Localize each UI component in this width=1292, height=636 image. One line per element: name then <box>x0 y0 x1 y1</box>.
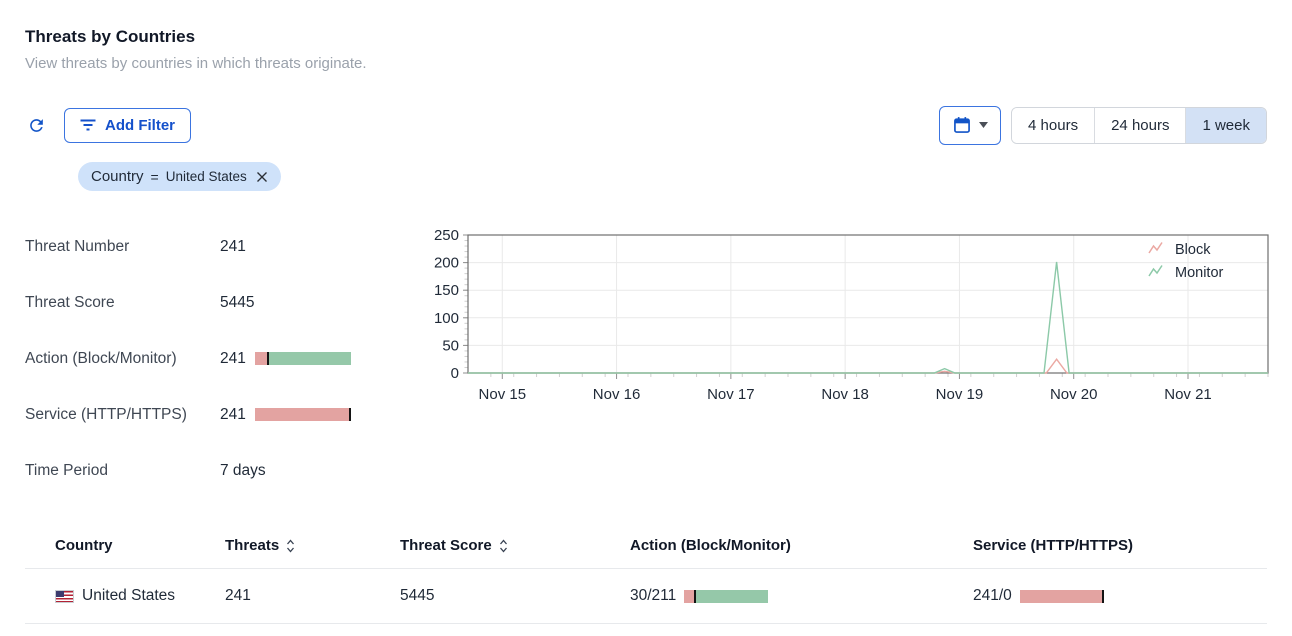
remove-filter-icon[interactable] <box>256 171 268 183</box>
svg-text:250: 250 <box>434 229 459 244</box>
stat-value: 7 days <box>220 461 266 479</box>
legend-line-icon <box>1148 242 1163 254</box>
page-subtitle: View threats by countries in which threa… <box>25 55 367 72</box>
svg-text:Nov 15: Nov 15 <box>479 386 527 403</box>
column-header-label: Country <box>55 537 113 554</box>
stats-panel: Threat Number 241 Threat Score 5445 Action (… <box>25 229 425 511</box>
chevron-down-icon <box>979 122 989 128</box>
column-header-label: Service (HTTP/HTTPS) <box>973 537 1134 554</box>
toolbar-left: Add Filter <box>25 107 191 143</box>
stat-threat-score: Threat Score 5445 <box>25 287 425 318</box>
ratio-bar <box>1019 589 1104 603</box>
date-picker-button[interactable] <box>939 105 1002 145</box>
refresh-icon <box>30 118 43 132</box>
chart-legend: Block Monitor <box>1148 242 1224 281</box>
page-title: Threats by Countries <box>25 27 196 46</box>
action-ratio-text: 30/211 <box>630 587 677 604</box>
filter-chip-operator: = <box>150 168 159 185</box>
toolbar-right: 4 hours 24 hours 1 week <box>939 105 1267 145</box>
threats-value: 241 <box>225 587 251 604</box>
chart-gridlines <box>468 235 1268 373</box>
column-header-label: Action (Block/Monitor) <box>630 537 791 554</box>
svg-text:Nov 20: Nov 20 <box>1050 386 1098 403</box>
time-range-button-1-week[interactable]: 1 week <box>1185 107 1266 143</box>
cell-threat-score: 5445 <box>400 569 630 623</box>
column-header-label: Threats <box>225 537 280 554</box>
stat-label: Time Period <box>25 461 108 479</box>
stat-label: Threat Score <box>25 293 115 311</box>
svg-text:Nov 17: Nov 17 <box>707 386 755 403</box>
chart-axis-labels: 0 50 100 150 200 250 Nov 15 Nov 16 Nov 17 Nov 18 N… <box>434 227 1212 403</box>
united-states-flag-icon <box>55 589 74 603</box>
ratio-bar <box>254 352 351 365</box>
svg-text:Nov 21: Nov 21 <box>1164 386 1212 403</box>
column-header-service-http-https: Service (HTTP/HTTPS) <box>973 523 1267 568</box>
svg-text:150: 150 <box>434 282 459 299</box>
column-header-threat-score[interactable]: Threat Score <box>400 523 630 568</box>
column-header-label: Threat Score <box>400 537 492 554</box>
sort-icon[interactable] <box>499 539 508 553</box>
stat-time-period: Time Period 7 days <box>25 455 425 486</box>
column-header-country: Country <box>55 523 225 568</box>
stat-label: Action (Block/Monitor) <box>25 349 177 367</box>
filter-chip-field: Country <box>91 168 144 185</box>
threats-table: Country Threats Threat Score Action (Block/… <box>25 523 1267 624</box>
add-filter-button[interactable]: Add Filter <box>64 107 191 143</box>
stat-service-http-https: Service (HTTP/HTTPS) 241 <box>25 399 425 430</box>
legend-line-icon <box>1148 265 1163 277</box>
service-ratio-text: 241/0 <box>973 587 1012 604</box>
sort-icon[interactable] <box>286 539 295 553</box>
table-row-united-states: United States 241 5445 30/211 241/0 <box>25 569 1267 624</box>
time-range-button-24-hours[interactable]: 24 hours <box>1094 107 1186 143</box>
stat-label: Threat Number <box>25 237 130 255</box>
summary-and-chart: Threat Number 241 Threat Score 5445 Action (… <box>25 227 1269 511</box>
refresh-button[interactable] <box>25 114 48 137</box>
stat-action-block-monitor: Action (Block/Monitor) 241 <box>25 343 425 374</box>
table-header-row: Country Threats Threat Score Action (Block/… <box>25 523 1267 569</box>
add-filter-label: Add Filter <box>105 116 175 134</box>
svg-text:Nov 16: Nov 16 <box>593 386 641 403</box>
cell-threats: 241 <box>225 569 400 623</box>
stat-value: 241 <box>220 237 246 255</box>
series-block <box>468 358 1268 374</box>
svg-text:50: 50 <box>442 337 459 354</box>
toolbar: Add Filter 4 hours 24 hours 1 week <box>25 105 1267 145</box>
country-name: United States <box>82 587 176 604</box>
ratio-bar <box>254 408 351 421</box>
filter-chip-country[interactable]: Country = United States <box>78 162 281 191</box>
chart-series <box>468 261 1268 374</box>
filter-chip-value: United States <box>165 169 247 184</box>
stat-value: 241 <box>220 405 246 423</box>
column-header-action-block-monitor: Action (Block/Monitor) <box>630 523 973 568</box>
cell-action: 30/211 <box>630 569 973 623</box>
column-header-threats[interactable]: Threats <box>225 523 400 568</box>
cell-country: United States <box>55 569 225 623</box>
stat-value: 241 <box>220 349 246 367</box>
time-range-group: 4 hours 24 hours 1 week <box>1011 106 1267 144</box>
svg-text:0: 0 <box>451 365 459 382</box>
legend-label-block: Block <box>1175 242 1211 258</box>
svg-text:Nov 19: Nov 19 <box>936 386 984 403</box>
legend-label-monitor: Monitor <box>1175 265 1224 281</box>
threat-score-value: 5445 <box>400 587 435 604</box>
active-filters-row: Country = United States <box>78 162 1267 193</box>
stat-value: 5445 <box>220 293 255 311</box>
svg-text:200: 200 <box>434 255 459 272</box>
cell-service: 241/0 <box>973 569 1267 623</box>
svg-text:Nov 18: Nov 18 <box>821 386 869 403</box>
series-monitor <box>468 261 1268 374</box>
stat-label: Service (HTTP/HTTPS) <box>25 405 187 423</box>
svg-text:100: 100 <box>434 310 459 327</box>
time-range-button-4-hours[interactable]: 4 hours <box>1012 107 1095 143</box>
stat-threat-number: Threat Number 241 <box>25 231 425 262</box>
threats-chart: 0 50 100 150 200 250 Nov 15 Nov 16 Nov 17 Nov 18 N… <box>434 227 1269 403</box>
filter-icon <box>80 119 96 131</box>
chart-area: 0 50 100 150 200 250 Nov 15 Nov 16 Nov 17 Nov 18 N… <box>425 227 1287 511</box>
table-body: United States 241 5445 30/211 241/0 <box>25 569 1267 624</box>
ratio-bar <box>684 589 769 603</box>
chart-ticks <box>463 234 1269 379</box>
calendar-icon <box>954 117 970 133</box>
